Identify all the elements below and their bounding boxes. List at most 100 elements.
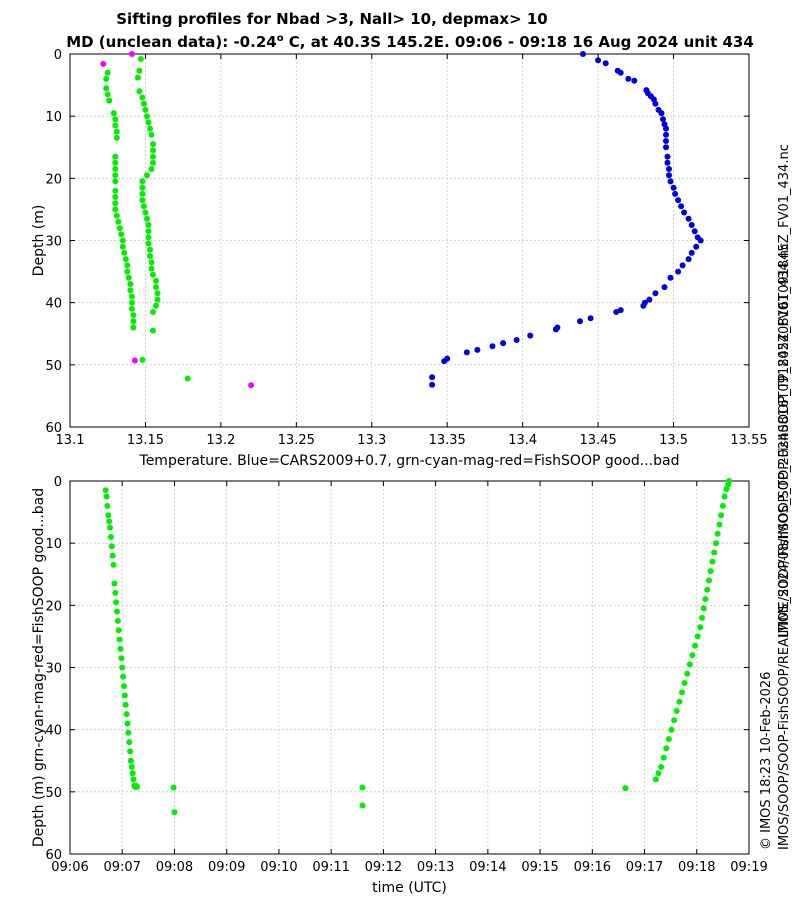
data-point-green <box>126 739 133 746</box>
chart-title-line2: MD (unclean data): -0.24o C, at 40.3S 14… <box>66 33 754 51</box>
data-point-green <box>150 147 156 154</box>
data-point-blue <box>631 77 638 84</box>
data-point-green <box>130 776 137 783</box>
data-point-blue <box>697 237 704 244</box>
data-point-green <box>663 745 670 752</box>
data-point-green <box>128 299 135 306</box>
data-point-magenta <box>100 60 107 67</box>
x-tick-label: 13.2 <box>206 433 235 448</box>
y-tick-label: 0 <box>54 475 62 490</box>
x-axis-label: time (UTC) <box>372 880 447 896</box>
data-point-green <box>709 558 716 565</box>
data-point-green <box>681 680 688 686</box>
data-point-green <box>122 256 129 263</box>
chart-title-line1: Sifting profiles for Nbad >3, Nall> 10, … <box>116 10 547 28</box>
data-point-blue <box>625 75 632 82</box>
data-point-blue <box>652 290 659 297</box>
data-point-green <box>112 194 119 200</box>
data-point-blue <box>667 274 674 281</box>
y-tick-label: 20 <box>45 172 62 187</box>
time-depth-plot: 09:06 09:07 09:08 09:09 09:10 09:11 09:12 09:13… <box>31 475 768 896</box>
x-tick-label: 13.4 <box>508 433 537 448</box>
data-point-blue <box>580 51 586 57</box>
data-point-green <box>150 141 156 148</box>
x-tick-label: 09:11 <box>312 860 349 875</box>
data-point-green <box>121 249 128 256</box>
data-point-green <box>108 543 115 550</box>
data-point-blue <box>688 249 695 256</box>
data-point-green <box>116 225 123 232</box>
data-point-green <box>115 218 122 225</box>
x-tick-label: 09:06 <box>51 860 88 875</box>
data-point-green <box>106 518 113 525</box>
data-point-blue <box>617 69 624 76</box>
x-tick-label: 13.5 <box>659 433 688 448</box>
data-point-green <box>144 113 150 120</box>
data-point-green <box>114 608 120 615</box>
data-point-green <box>145 119 152 126</box>
x-tick-label: 09:19 <box>730 860 767 875</box>
data-point-green <box>147 253 153 259</box>
data-point-blue <box>663 125 669 132</box>
data-point-green <box>139 184 146 191</box>
data-point-green <box>148 265 155 272</box>
data-point-green <box>686 661 693 668</box>
data-point-green <box>127 757 134 764</box>
data-point-green <box>142 209 149 216</box>
data-point-green <box>104 91 111 98</box>
data-point-blue <box>675 268 682 275</box>
data-point-blue <box>688 222 695 228</box>
data-point-green <box>119 664 126 671</box>
data-point-green <box>136 88 143 95</box>
data-point-green <box>154 296 161 303</box>
data-point-green <box>105 512 112 519</box>
data-point-blue <box>646 296 653 303</box>
data-point-blue <box>691 228 698 235</box>
data-point-green <box>112 159 119 166</box>
data-point-green <box>676 698 683 705</box>
data-point-green <box>112 178 119 185</box>
path-label: IMOS/SOOP/SOOP-FishSOOP/REALTIME/2024/08… <box>777 144 792 850</box>
data-point-green <box>718 512 725 519</box>
data-point-green <box>113 134 120 141</box>
data-point-blue <box>693 243 700 250</box>
data-point-green <box>707 568 714 575</box>
data-point-green <box>139 356 146 363</box>
data-point-green <box>706 577 712 584</box>
data-point-green <box>147 125 153 132</box>
data-point-green <box>118 655 125 662</box>
data-point-green <box>145 228 152 235</box>
data-point-blue <box>666 166 672 172</box>
data-point-blue <box>685 256 692 263</box>
data-point-green <box>136 67 143 74</box>
data-point-blue <box>663 131 669 138</box>
data-point-blue <box>685 215 692 222</box>
data-point-green <box>115 627 122 634</box>
data-point-blue <box>577 318 583 325</box>
data-point-green <box>120 673 127 680</box>
data-point-green <box>153 277 159 284</box>
data-point-green <box>112 200 119 207</box>
x-tick-label: 13.45 <box>580 433 617 448</box>
data-point-blue <box>663 144 669 151</box>
data-point-blue <box>678 203 685 210</box>
data-point-green <box>147 246 153 253</box>
data-point-green <box>359 784 366 791</box>
data-point-green <box>148 131 155 138</box>
data-point-green <box>139 190 146 197</box>
data-point-green <box>125 274 132 281</box>
data-point-blue <box>640 302 647 309</box>
data-point-green <box>139 197 146 204</box>
data-point-green <box>122 701 129 708</box>
x-tick-label: 13.1 <box>56 433 85 448</box>
x-tick-label: 13.55 <box>730 433 767 448</box>
data-point-green <box>150 309 156 315</box>
y-tick-label: 50 <box>45 359 62 374</box>
data-point-green <box>148 166 155 172</box>
data-point-blue <box>500 340 507 347</box>
data-point-green <box>665 736 672 742</box>
x-tick-label: 13.25 <box>278 433 315 448</box>
data-point-green <box>117 645 124 652</box>
data-point-blue <box>658 110 665 117</box>
data-point-green <box>716 521 723 528</box>
